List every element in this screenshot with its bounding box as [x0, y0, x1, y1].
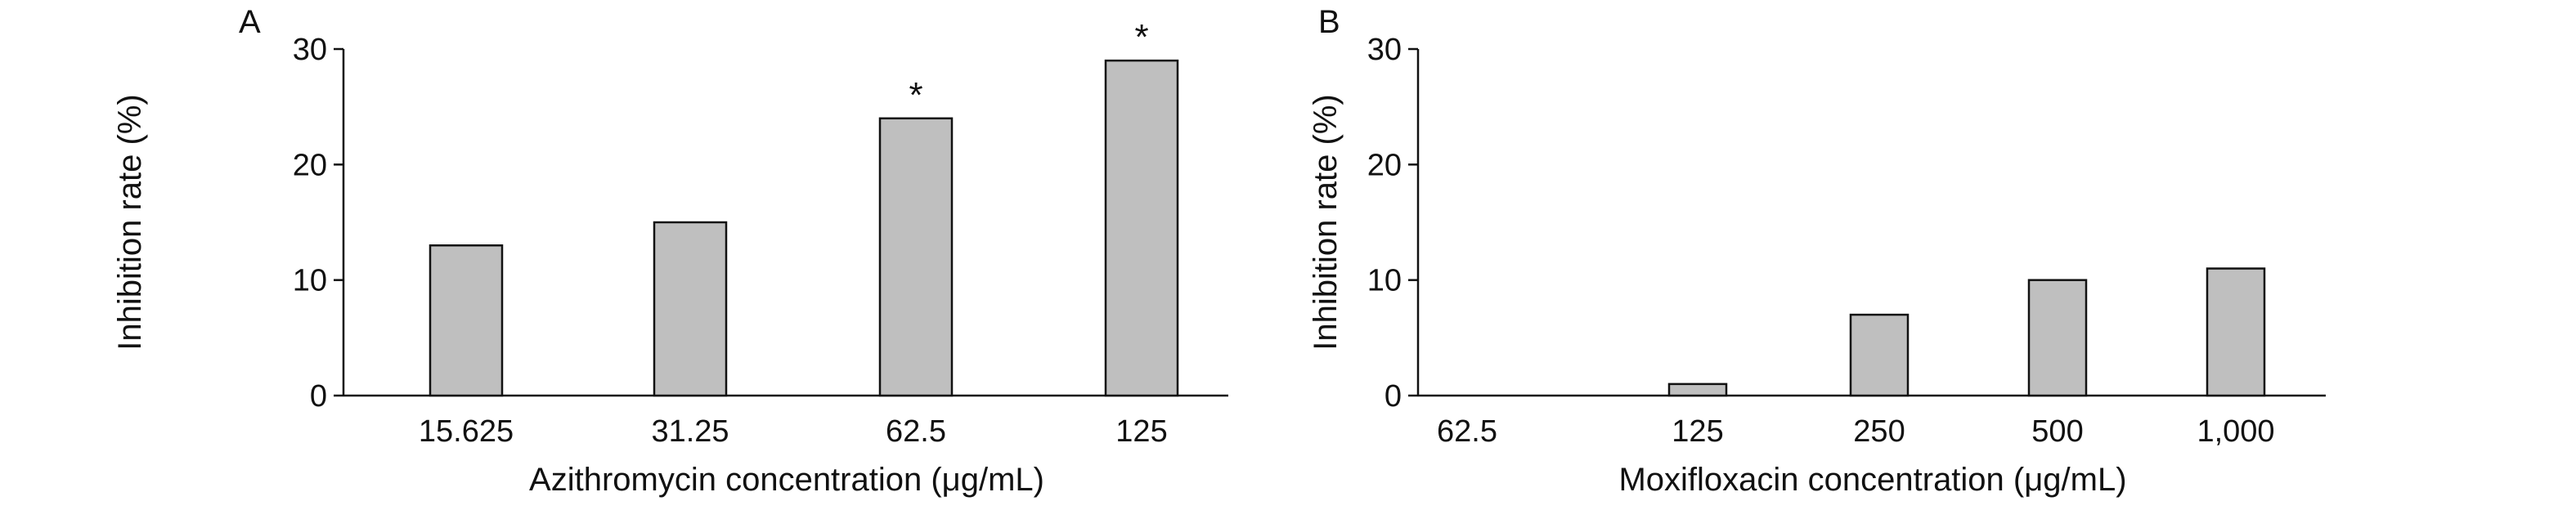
bar-62-5 — [878, 117, 954, 397]
panel-b-chart: B 0 10 20 30 Inhibition rate (%) 62.5 125 250 500… — [1308, 4, 2326, 498]
y-tick-label: 20 — [1367, 148, 1402, 182]
bar-250 — [1849, 313, 1910, 397]
panel-label: A — [239, 4, 261, 40]
y-tick-label: 30 — [1367, 33, 1402, 67]
bar-500 — [2027, 279, 2088, 397]
panel-label: B — [1318, 4, 1340, 40]
x-tick-label: 1,000 — [2197, 414, 2274, 449]
x-tick-label: 500 — [2031, 414, 2083, 449]
significance-marker: * — [909, 75, 922, 115]
y-tick-label: 30 — [293, 33, 327, 67]
bar-1-000 — [2206, 267, 2266, 397]
bar-31-25 — [653, 221, 728, 397]
y-axis-title: Inhibition rate (%) — [112, 94, 148, 350]
y-axis-title: Inhibition rate (%) — [1308, 94, 1344, 350]
x-tick-label: 62.5 — [1437, 414, 1497, 449]
x-tick-label: 31.25 — [651, 414, 729, 449]
x-tick-label: 15.625 — [419, 414, 514, 449]
bar-125 — [1667, 382, 1728, 397]
y-tick-label: 20 — [293, 148, 327, 182]
y-tick-label: 10 — [1367, 264, 1402, 298]
x-tick-label: 125 — [1115, 414, 1167, 449]
x-tick-label: 62.5 — [886, 414, 946, 449]
significance-marker: * — [1134, 17, 1148, 57]
panel-a-chart: A 0 10 20 30 Inhibition rate (%) 15.625 31.25 62… — [112, 4, 1228, 498]
x-tick-label: 250 — [1853, 414, 1905, 449]
y-tick-label: 0 — [1384, 379, 1402, 414]
x-axis-title: Azithromycin concentration (μg/mL) — [529, 462, 1044, 498]
bar-15-625 — [429, 244, 504, 397]
y-tick-label: 0 — [310, 379, 327, 414]
y-tick-label: 10 — [293, 264, 327, 298]
bar-125 — [1104, 59, 1179, 397]
x-tick-label: 125 — [1672, 414, 1723, 449]
x-axis-title: Moxifloxacin concentration (μg/mL) — [1618, 462, 2126, 498]
